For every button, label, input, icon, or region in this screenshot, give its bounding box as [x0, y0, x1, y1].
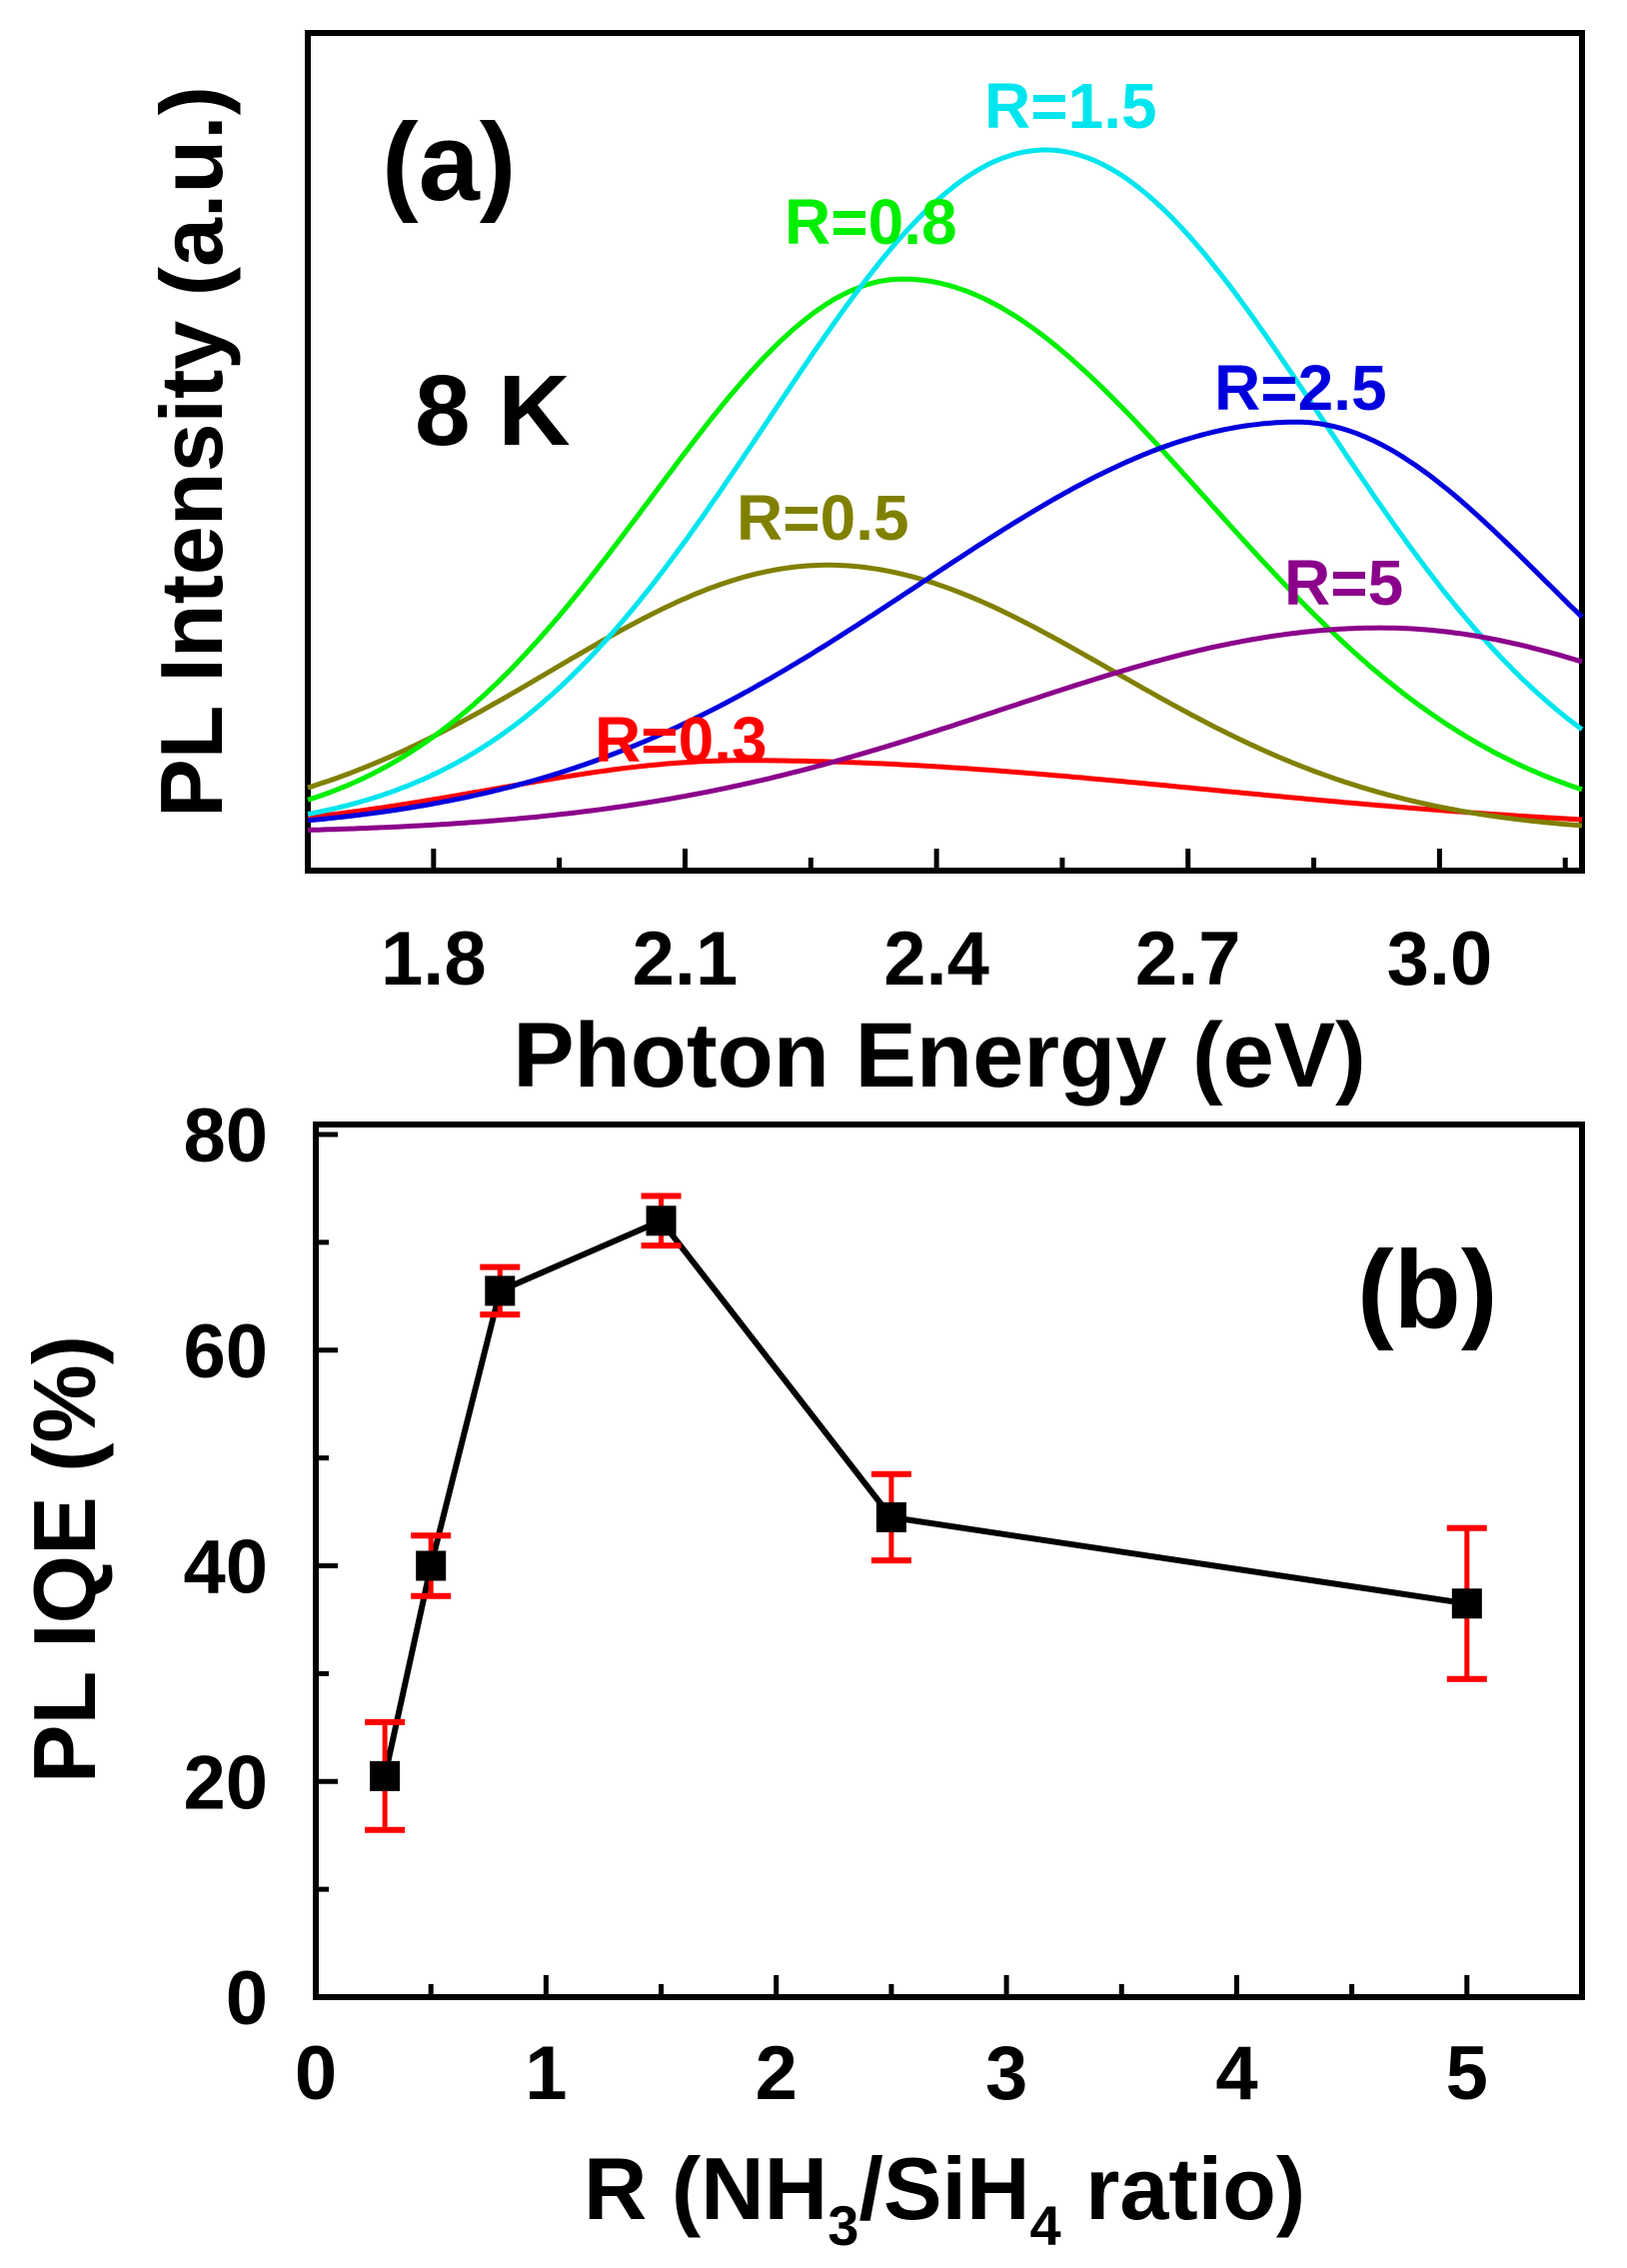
series-label-1: R=0.3: [595, 704, 768, 776]
panel-b-error-bars: [365, 1192, 1487, 1833]
temperature-annotation: 8 K: [415, 355, 571, 467]
pl-curve-5: [307, 419, 1584, 824]
a-x-tick-label: 1.8: [381, 917, 487, 1002]
a-x-tick-label: 2.1: [633, 917, 739, 1002]
panel-a-y-axis-label: PL Intensity (a.u.): [142, 86, 241, 818]
b-y-tick-label: 40: [183, 1525, 268, 1610]
data-point: [416, 1550, 447, 1581]
data-point: [1451, 1588, 1482, 1619]
series-label-6: R=5: [1284, 547, 1403, 619]
panel-a-x-tick-labels: 1.8 2.1 2.4 2.7 3.0: [381, 917, 1492, 1002]
xlabel-part-1: R (NH: [584, 2139, 827, 2238]
b-x-tick-label: 4: [1215, 2031, 1257, 2116]
a-x-tick-label: 2.4: [883, 917, 989, 1002]
panel-b-x-axis-label: R (NH3/SiH4 ratio): [584, 2139, 1305, 2257]
panel-a-series-labels: R=0.3 R=0.5 R=0.8 R=1.5 R=2.5 R=5: [595, 70, 1403, 776]
b-x-tick-label: 5: [1446, 2031, 1488, 2116]
panel-b-connecting-line: [382, 1216, 1468, 1777]
panel-a-label: (a): [382, 101, 516, 224]
b-x-tick-label: 3: [985, 2031, 1027, 2116]
iqe-line: [382, 1216, 1468, 1777]
panel-b-frame: [313, 1122, 1585, 2000]
data-point: [875, 1501, 906, 1532]
panel-b-tick-labels: 0 1 2 3 4 5 0 20 40 60 80: [183, 1094, 1488, 2116]
xlabel-part-3: ratio): [1061, 2139, 1305, 2238]
series-label-2: R=0.5: [737, 482, 909, 554]
pl-curve-2: [307, 562, 1583, 829]
b-x-tick-label: 0: [295, 2031, 337, 2116]
panel-a-frame: [305, 30, 1585, 874]
xlabel-sub-3: 3: [827, 2194, 858, 2257]
panel-a-x-ticks: [431, 849, 1568, 871]
panel-b-y-axis-label: PL IQE (%): [15, 1335, 114, 1783]
a-x-tick-label: 2.7: [1135, 917, 1241, 1002]
data-point: [485, 1275, 516, 1306]
panel-b-data-points: [370, 1205, 1482, 1791]
data-point: [370, 1760, 401, 1791]
pl-curve-4: [307, 147, 1584, 817]
xlabel-sub-4: 4: [1030, 2194, 1061, 2257]
panel-a-x-axis-label: Photon Energy (eV): [513, 1005, 1366, 1107]
a-x-tick-label: 3.0: [1387, 917, 1493, 1002]
data-point: [646, 1205, 677, 1236]
b-y-tick-label: 80: [183, 1094, 268, 1178]
panel-a-curves: [307, 147, 1584, 833]
b-x-tick-label: 2: [756, 2031, 798, 2116]
b-y-tick-label: 0: [226, 1956, 268, 2041]
b-x-tick-label: 1: [525, 2031, 567, 2116]
series-label-3: R=0.8: [785, 186, 957, 258]
panel-b-ticks: [313, 1132, 1470, 2000]
pl-curve-6: [307, 625, 1583, 833]
pl-curve-3: [307, 276, 1583, 803]
series-label-4: R=1.5: [984, 70, 1157, 142]
b-y-tick-label: 60: [183, 1309, 268, 1394]
panel-a-spectra: 1.8 2.1 2.4 2.7 3.0 R=0.3 R=0.5 R=0.8 R=1.5 R=2.…: [142, 30, 1585, 1107]
series-label-5: R=2.5: [1214, 352, 1387, 424]
xlabel-part-2: /SiH: [858, 2139, 1029, 2238]
panel-b-label: (b): [1357, 1228, 1497, 1351]
b-y-tick-label: 20: [183, 1740, 268, 1825]
